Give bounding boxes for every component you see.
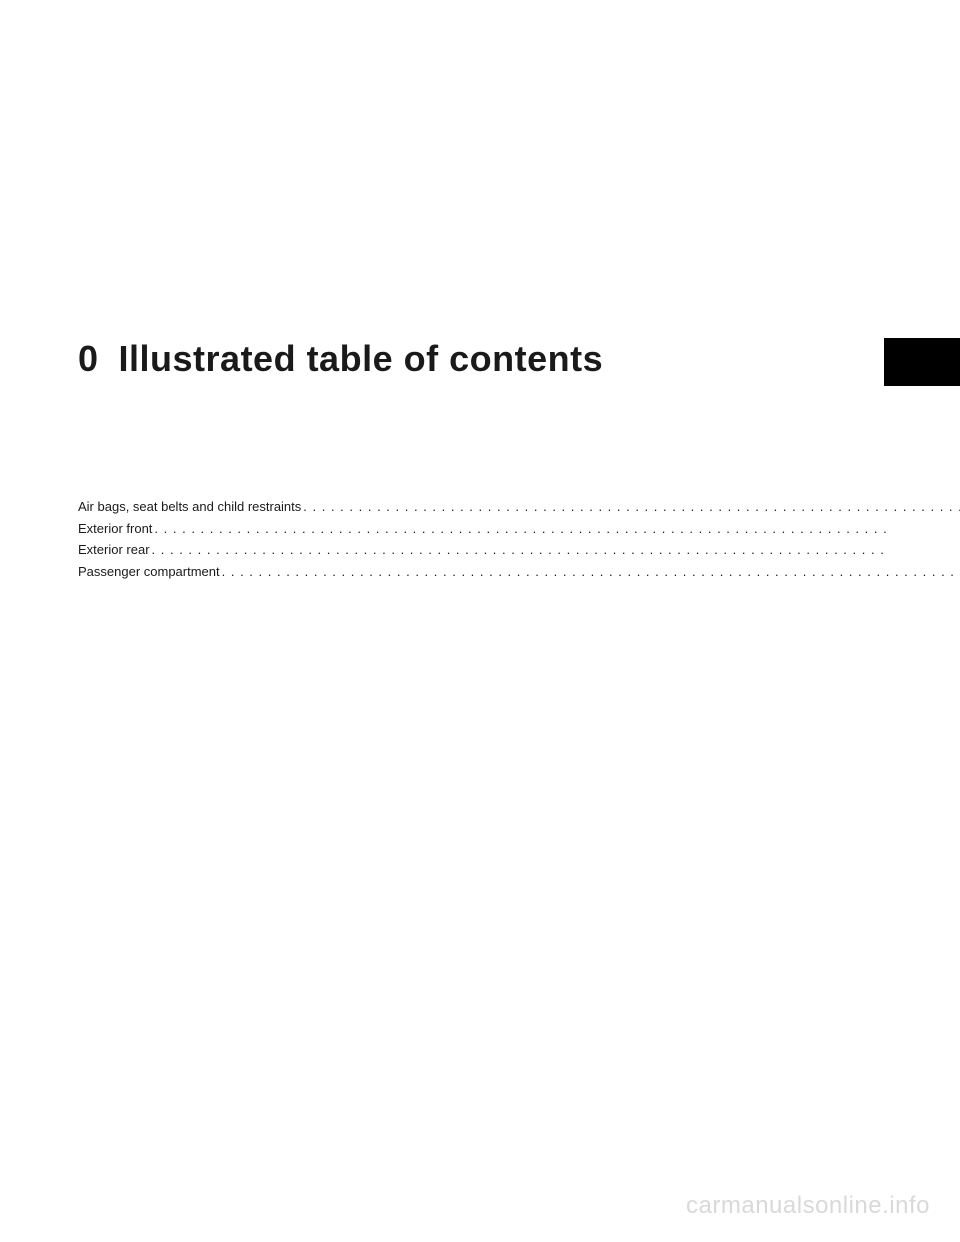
toc-label: Exterior rear [78, 541, 150, 559]
toc-leader-dots [301, 498, 960, 516]
toc-label: Passenger compartment [78, 563, 220, 581]
manual-page: 0 Illustrated table of contents Air bags… [0, 0, 960, 1242]
section-tab [884, 338, 960, 386]
section-title: Illustrated table of contents [119, 338, 604, 380]
toc-label: Air bags, seat belts and child restraint… [78, 498, 301, 516]
toc-leader-dots [220, 563, 960, 581]
toc-entry: Passenger compartment 0-5 [78, 563, 960, 581]
watermark: carmanualsonline.info [686, 1192, 930, 1220]
toc-leader-dots [150, 541, 960, 559]
toc-label: Exterior front [78, 520, 152, 538]
table-of-contents: Air bags, seat belts and child restraint… [78, 498, 882, 580]
section-number: 0 [78, 338, 99, 380]
section-heading: 0 Illustrated table of contents [78, 338, 603, 380]
toc-entry: Air bags, seat belts and child restraint… [78, 498, 960, 516]
toc-column-left: Air bags, seat belts and child restraint… [78, 498, 960, 580]
toc-entry: Exterior front 0-3 [78, 520, 960, 538]
toc-entry: Exterior rear 0-4 [78, 541, 960, 559]
toc-leader-dots [152, 520, 960, 538]
